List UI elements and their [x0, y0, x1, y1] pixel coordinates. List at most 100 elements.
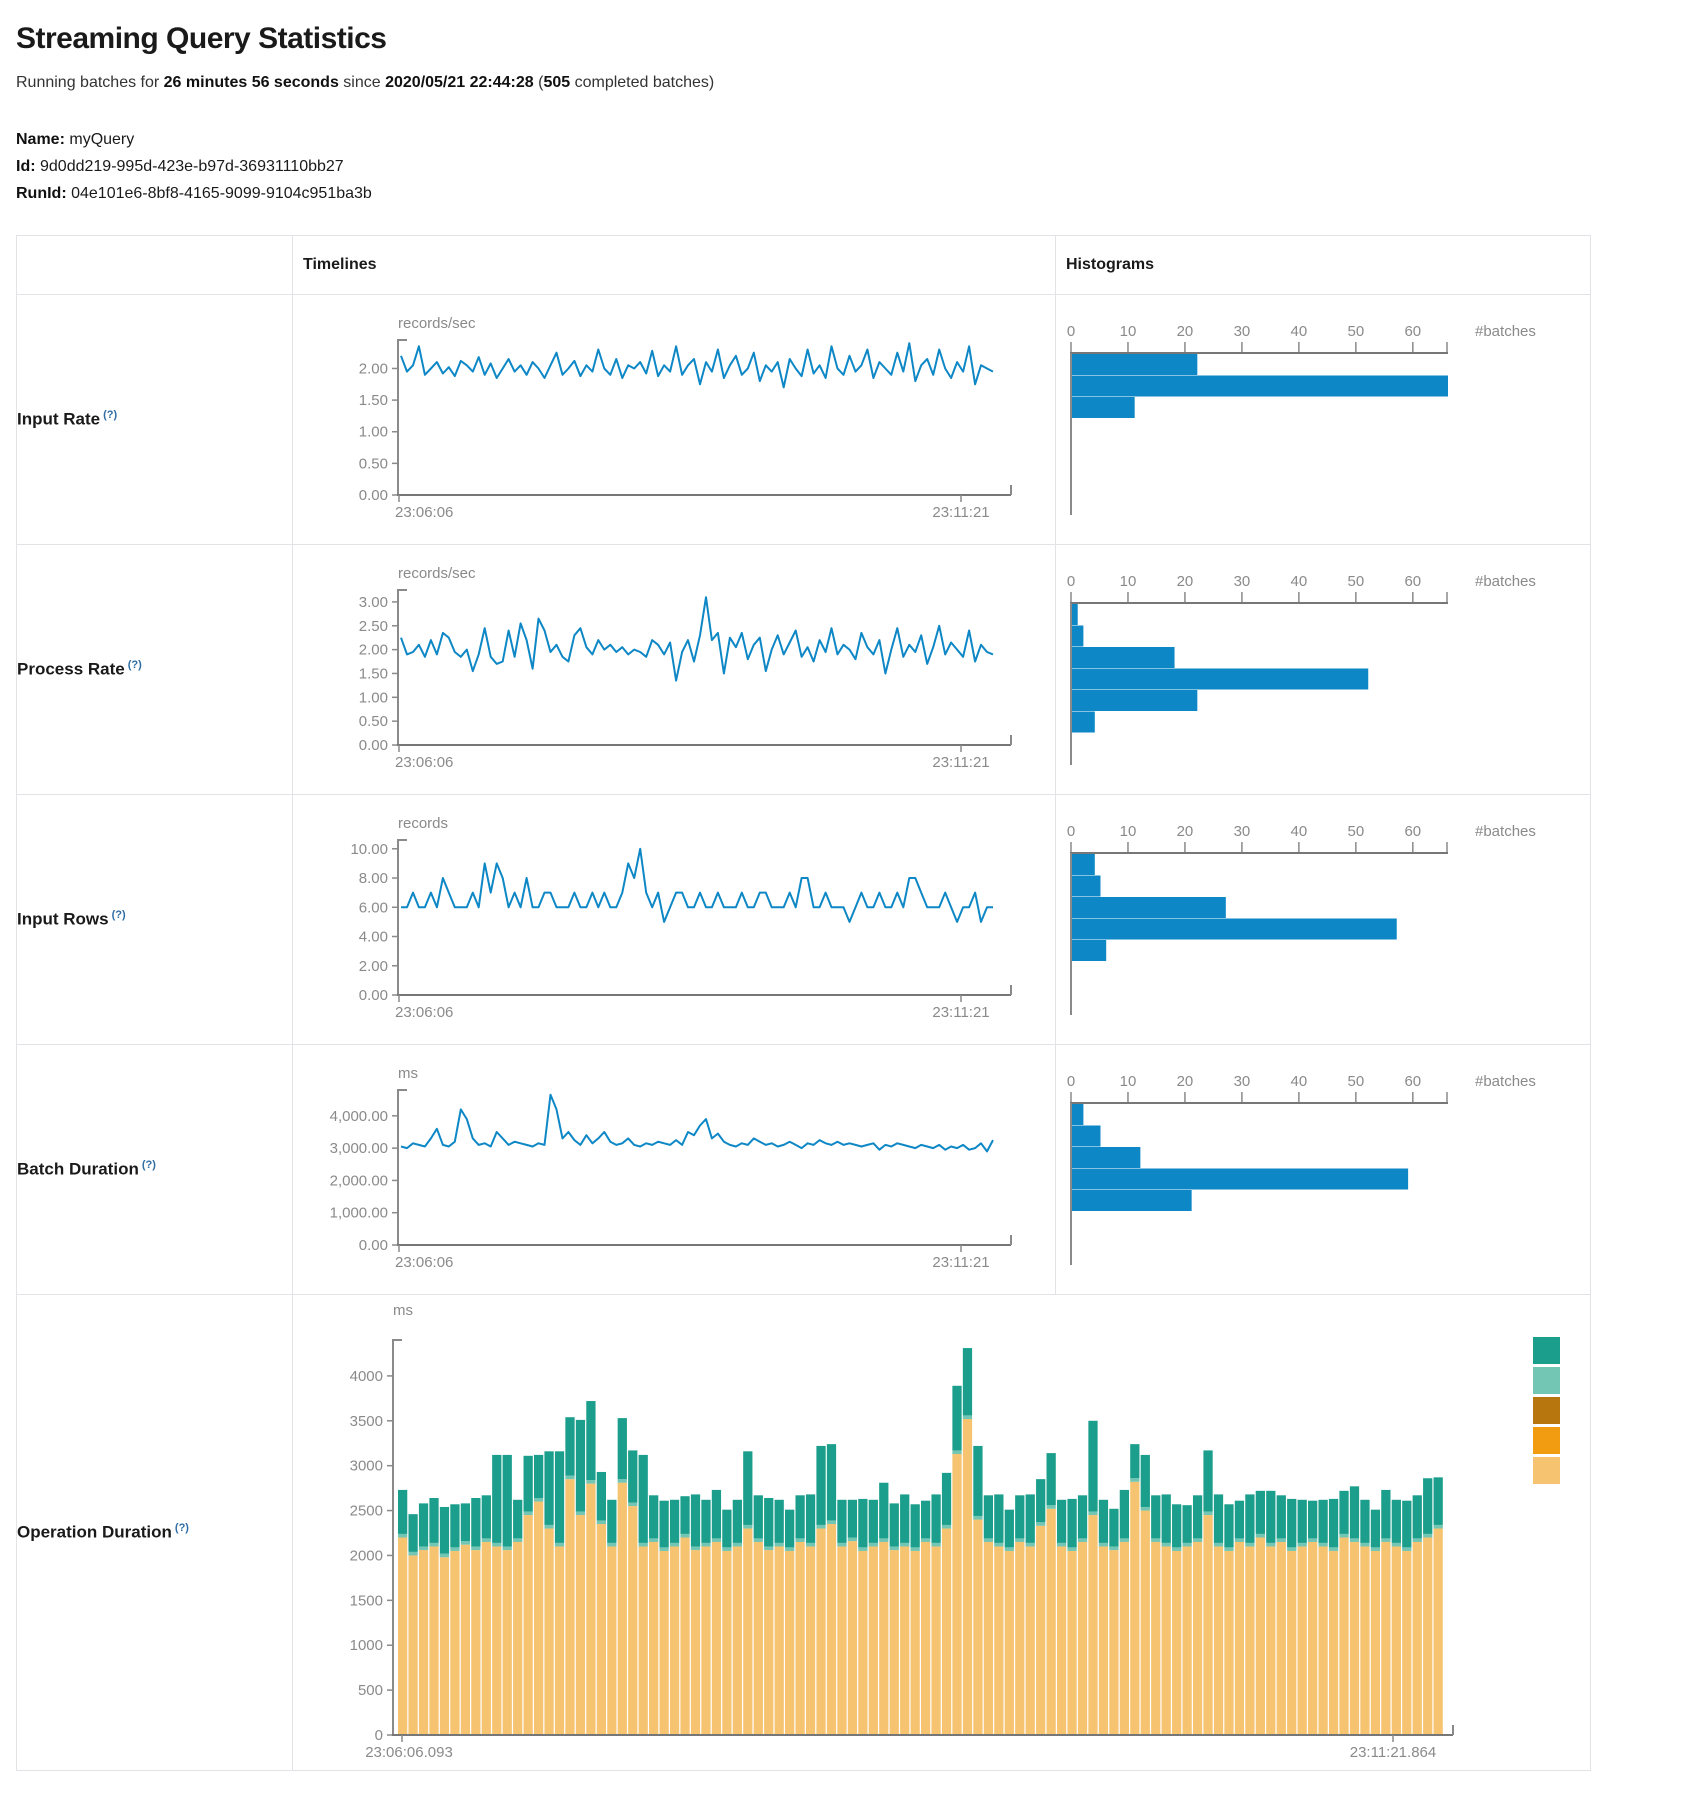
svg-text:0: 0: [1067, 323, 1075, 340]
svg-text:40: 40: [1291, 573, 1308, 590]
svg-text:20: 20: [1177, 323, 1194, 340]
svg-text:30: 30: [1234, 1073, 1251, 1090]
metric-row-input-rate: Input Rate (?) records/sec 0.00 0.50 1.00 1.50…: [16, 294, 1591, 545]
page-title: Streaming Query Statistics: [16, 22, 387, 55]
help-tooltip-icon[interactable]: (?): [127, 659, 142, 672]
svg-text:#batches: #batches: [1475, 1073, 1536, 1090]
running-open: (: [533, 74, 544, 91]
help-tooltip-icon[interactable]: (?): [111, 909, 126, 922]
legend-swatch-3[interactable]: [1533, 1397, 1560, 1424]
svg-text:0: 0: [1067, 573, 1075, 590]
svg-text:1,000.00: 1,000.00: [330, 1204, 388, 1221]
svg-text:50: 50: [1348, 573, 1365, 590]
stats-table: Timelines Histograms Input Rate (?) record…: [16, 235, 1591, 1771]
query-name-value: myQuery: [69, 131, 135, 148]
svg-text:50: 50: [1348, 323, 1365, 340]
svg-text:3.00: 3.00: [359, 593, 388, 610]
histogram-cell-batch-duration: 0 10 20 30 40 50 60 #batches: [1055, 1044, 1591, 1295]
svg-text:3000: 3000: [350, 1458, 383, 1475]
running-mid: since: [338, 74, 386, 91]
svg-text:23:06:06: 23:06:06: [395, 1004, 453, 1021]
svg-text:23:11:21: 23:11:21: [932, 1004, 989, 1021]
svg-text:#batches: #batches: [1475, 573, 1536, 590]
svg-text:60: 60: [1404, 573, 1421, 590]
metric-label-cell-process-rate: Process Rate (?): [16, 544, 293, 795]
svg-text:2500: 2500: [350, 1503, 383, 1520]
timeline-cell-batch-duration: ms 0.00 1,000.00 2,000.00 3,000.00 4,000.00 23…: [292, 1044, 1056, 1295]
histogram-chart-input-rows: 0 10 20 30 40 50 60 #batches: [1067, 823, 1536, 1015]
metric-label-cell-operation-duration: Operation Duration (?): [16, 1294, 293, 1771]
running-batch-count: 505: [543, 74, 571, 91]
svg-text:0: 0: [1067, 823, 1075, 840]
legend-swatch-5[interactable]: [1533, 1457, 1560, 1484]
svg-text:10: 10: [1120, 1073, 1137, 1090]
svg-text:23:11:21.864: 23:11:21.864: [1350, 1744, 1436, 1761]
svg-text:ms: ms: [398, 1065, 418, 1082]
operation-duration-chart: ms 0 500 1000 1500 2000 2500 3000 3500 4000 23:06:…: [350, 1302, 1454, 1761]
operation-duration-cell: ms 0 500 1000 1500 2000 2500 3000 3500 4000 23:06:…: [292, 1294, 1591, 1771]
svg-text:20: 20: [1177, 573, 1194, 590]
running-suffix: completed batches): [570, 74, 715, 91]
timeline-cell-input-rate: records/sec 0.00 0.50 1.00 1.50 2.00 23:06:06 2…: [292, 294, 1056, 545]
svg-text:0.50: 0.50: [359, 455, 388, 472]
query-meta: Name: myQuery Id: 9d0dd219-995d-423e-b97…: [16, 126, 1693, 207]
svg-text:0.50: 0.50: [359, 713, 388, 730]
legend-swatch-2[interactable]: [1533, 1367, 1560, 1394]
histogram-cell-process-rate: 0 10 20 30 40 50 60 #batches: [1055, 544, 1591, 795]
histogram-cell-input-rows: 0 10 20 30 40 50 60 #batches: [1055, 794, 1591, 1045]
legend-swatch-1[interactable]: [1533, 1337, 1560, 1364]
query-id-row: Id: 9d0dd219-995d-423e-b97d-36931110bb27: [16, 153, 1693, 180]
svg-text:23:06:06: 23:06:06: [395, 1254, 453, 1271]
svg-text:3,000.00: 3,000.00: [330, 1140, 388, 1157]
svg-text:1.00: 1.00: [359, 423, 388, 440]
running-summary: Running batches for 26 minutes 56 second…: [16, 74, 1693, 92]
stats-table-header-row: Timelines Histograms: [16, 235, 1591, 295]
histogram-chart-process-rate: 0 10 20 30 40 50 60 #batches: [1067, 573, 1536, 765]
timeline-cell-input-rows: records 0.00 2.00 4.00 6.00 8.00 10.00 23:06:06…: [292, 794, 1056, 1045]
timeline-chart-batch-duration: ms 0.00 1,000.00 2,000.00 3,000.00 4,000.00 23…: [330, 1065, 1012, 1271]
svg-text:23:06:06.093: 23:06:06.093: [365, 1744, 453, 1761]
metric-label-cell-input-rows: Input Rows (?): [16, 794, 293, 1045]
svg-text:6.00: 6.00: [359, 899, 388, 916]
svg-text:0.00: 0.00: [359, 737, 388, 754]
svg-text:0: 0: [1067, 1073, 1075, 1090]
timeline-chart-process-rate: records/sec 0.00 0.50 1.00 1.50 2.00 2.50 3.00 2…: [359, 565, 1012, 771]
svg-text:20: 20: [1177, 1073, 1194, 1090]
running-prefix: Running batches for: [16, 74, 164, 91]
col-header-histograms: Histograms: [1055, 235, 1591, 295]
query-id-label: Id:: [16, 158, 36, 175]
metric-label-cell-input-rate: Input Rate (?): [16, 294, 293, 545]
svg-text:10: 10: [1120, 573, 1137, 590]
svg-text:2,000.00: 2,000.00: [330, 1172, 388, 1189]
svg-text:2.00: 2.00: [359, 641, 388, 658]
svg-text:records: records: [398, 815, 448, 832]
metric-label: Process Rate: [17, 659, 125, 679]
svg-text:40: 40: [1291, 1073, 1308, 1090]
metric-label-cell-batch-duration: Batch Duration (?): [16, 1044, 293, 1295]
svg-text:2.00: 2.00: [359, 957, 388, 974]
query-name-label: Name:: [16, 131, 65, 148]
timeline-chart-input-rate: records/sec 0.00 0.50 1.00 1.50 2.00 23:06:06 2…: [359, 315, 1012, 521]
svg-text:23:11:21: 23:11:21: [932, 504, 989, 521]
svg-text:8.00: 8.00: [359, 870, 388, 887]
help-tooltip-icon[interactable]: (?): [174, 1522, 189, 1535]
svg-text:40: 40: [1291, 823, 1308, 840]
svg-text:0.00: 0.00: [359, 1237, 388, 1254]
svg-text:30: 30: [1234, 573, 1251, 590]
metric-row-batch-duration: Batch Duration (?) ms 0.00 1,000.00 2,000.00 3…: [16, 1044, 1591, 1295]
svg-text:4,000.00: 4,000.00: [330, 1107, 388, 1124]
svg-text:4000: 4000: [350, 1368, 383, 1385]
running-duration: 26 minutes 56 seconds: [163, 74, 339, 91]
svg-text:40: 40: [1291, 323, 1308, 340]
svg-text:1000: 1000: [350, 1637, 383, 1654]
legend-swatch-4[interactable]: [1533, 1427, 1560, 1454]
svg-text:1.50: 1.50: [359, 392, 388, 409]
svg-text:records/sec: records/sec: [398, 315, 476, 332]
svg-text:23:06:06: 23:06:06: [395, 504, 453, 521]
histogram-chart-batch-duration: 0 10 20 30 40 50 60 #batches: [1067, 1073, 1536, 1265]
help-tooltip-icon[interactable]: (?): [103, 409, 118, 422]
help-tooltip-icon[interactable]: (?): [141, 1159, 156, 1172]
metric-row-input-rows: Input Rows (?) records 0.00 2.00 4.00 6.00 8.00…: [16, 794, 1591, 1045]
svg-text:50: 50: [1348, 823, 1365, 840]
operation-duration-legend: [1533, 1337, 1560, 1487]
